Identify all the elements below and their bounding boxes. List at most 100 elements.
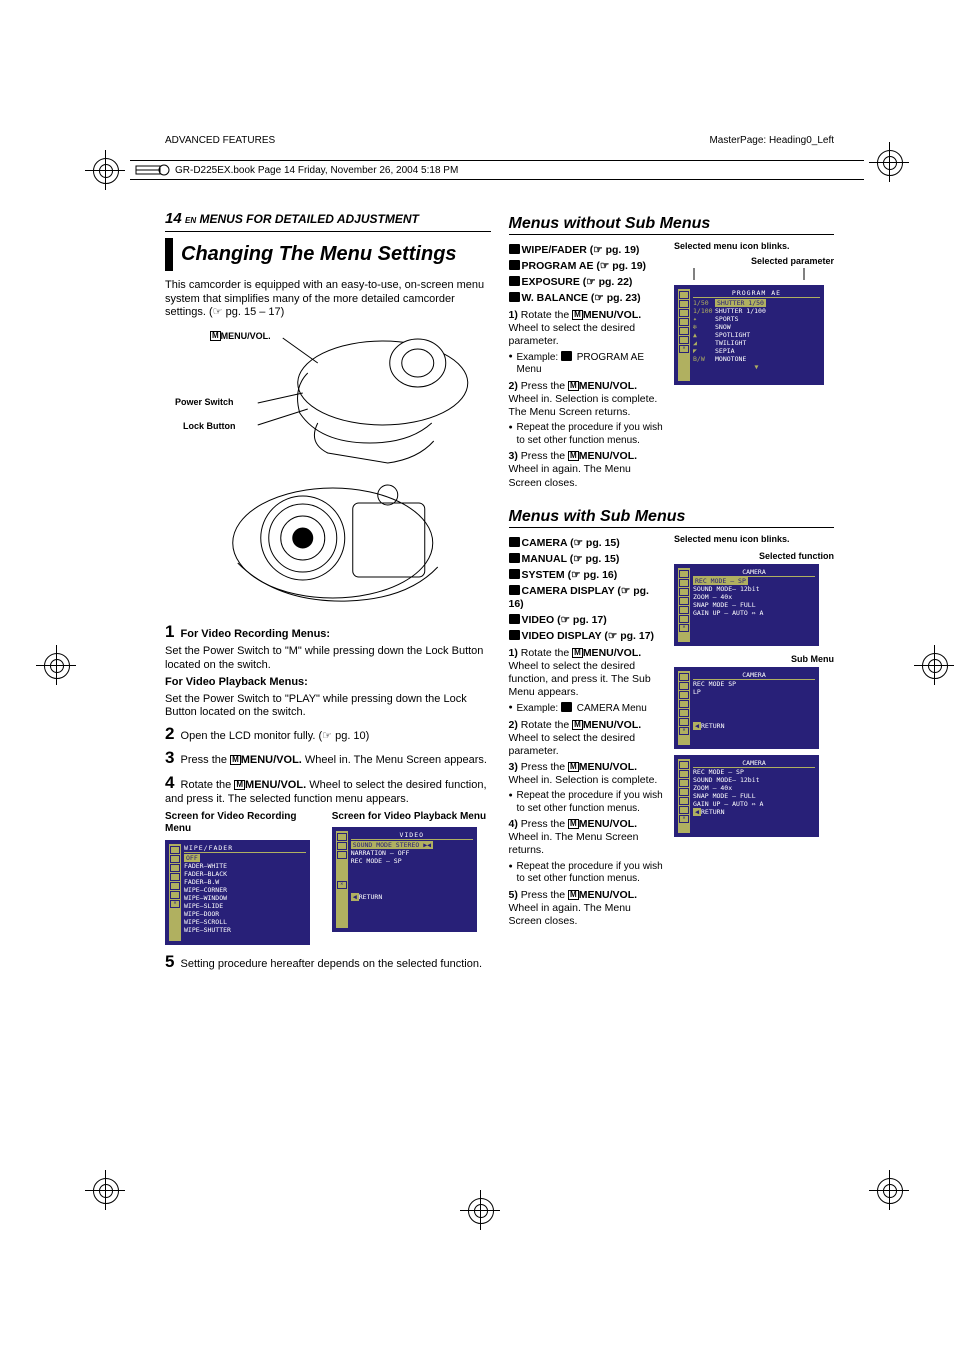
m-icon: M bbox=[568, 451, 579, 461]
step-5: 5 Setting procedure hereafter depends on… bbox=[165, 951, 491, 972]
reg-mark bbox=[869, 142, 909, 182]
m-icon: M bbox=[568, 381, 579, 391]
section-name: MENUS FOR DETAILED ADJUSTMENT bbox=[200, 212, 419, 226]
callout-lock-button: Lock Button bbox=[183, 421, 236, 432]
page-number: 14 bbox=[165, 210, 182, 227]
step1-body: Set the Power Switch to "M" while pressi… bbox=[165, 645, 491, 673]
label-selected-param: Selected parameter bbox=[674, 256, 834, 267]
label-sub-menu: Sub Menu bbox=[674, 654, 834, 665]
menu-icon bbox=[509, 244, 520, 254]
menu-icon bbox=[509, 276, 520, 286]
arrow-icon bbox=[674, 268, 824, 282]
m-icon: M bbox=[572, 720, 583, 730]
menu-icon bbox=[509, 614, 520, 624]
step-num: 1 bbox=[165, 622, 174, 641]
lcd-playback-menu: ✕ VIDEO SOUND MODE STEREO ▶◀ NARRATION –… bbox=[332, 827, 477, 932]
bullet: Example: PROGRAM AE Menu bbox=[509, 351, 665, 377]
reg-mark bbox=[460, 1190, 500, 1230]
menu-icon bbox=[561, 351, 572, 361]
menu-icon bbox=[509, 553, 520, 563]
page: ADVANCED FEATURES MasterPage: Heading0_L… bbox=[0, 0, 954, 1351]
with-lcd-panel: Selected menu icon blinks. Selected func… bbox=[674, 534, 834, 931]
menu-icon bbox=[509, 260, 520, 270]
bullet: Repeat the procedure if you wish to set … bbox=[509, 790, 665, 815]
without-text: WIPE/FADER (☞ pg. 19) PROGRAM AE (☞ pg. … bbox=[509, 241, 665, 493]
menu-icon bbox=[509, 585, 520, 595]
header-right: MasterPage: Heading0_Left bbox=[709, 135, 834, 146]
m-icon: M bbox=[568, 890, 579, 900]
menu-icon bbox=[509, 630, 520, 640]
with-text: CAMERA (☞ pg. 15) MANUAL (☞ pg. 15) SYST… bbox=[509, 534, 665, 931]
lcd-lines: PROGRAM AE 1/50SHUTTER 1/50 1/100SHUTTER… bbox=[693, 289, 820, 381]
lcd-recording-menu: ✕ WIPE/FADER OFF FADER–WHITE FADER–BLACK… bbox=[165, 840, 310, 945]
without-submenus-block: WIPE/FADER (☞ pg. 19) PROGRAM AE (☞ pg. … bbox=[509, 241, 835, 493]
lcd-lines: WIPE/FADER OFF FADER–WHITE FADER–BLACK F… bbox=[184, 844, 306, 941]
label-selected-function: Selected function bbox=[674, 551, 834, 562]
lcd-camera-3: ✕ CAMERA REC MODE – SP SOUND MODE– 12bit… bbox=[674, 755, 819, 837]
m-icon: M bbox=[210, 331, 221, 341]
lcd-sidebar: ✕ bbox=[678, 568, 690, 642]
reg-mark bbox=[85, 1170, 125, 1210]
lcd-sidebar: ✕ bbox=[678, 671, 690, 745]
step2-text: Open the LCD monitor fully. (☞ pg. 10) bbox=[181, 730, 370, 742]
reg-mark bbox=[869, 1170, 909, 1210]
lcd-sidebar: ✕ bbox=[678, 759, 690, 833]
m-icon: M bbox=[572, 310, 583, 320]
step-num: 3 bbox=[165, 748, 174, 767]
subheading-without: Menus without Sub Menus bbox=[509, 214, 835, 235]
step-1: 1 For Video Recording Menus: bbox=[165, 621, 491, 642]
content-area: 14 EN MENUS FOR DETAILED ADJUSTMENT Chan… bbox=[165, 210, 834, 975]
m-icon: M bbox=[568, 819, 579, 829]
lcd-camera-1: ✕ CAMERA REC MODE – SP SOUND MODE– 12bit… bbox=[674, 564, 819, 646]
without-lcd-panel: Selected menu icon blinks. Selected para… bbox=[674, 241, 834, 493]
menu-icon bbox=[561, 702, 572, 712]
label-selected-icon: Selected menu icon blinks. bbox=[674, 241, 834, 252]
callout-power-switch: Power Switch bbox=[175, 397, 234, 408]
with-submenus-block: CAMERA (☞ pg. 15) MANUAL (☞ pg. 15) SYST… bbox=[509, 534, 835, 931]
step1b-body: Set the Power Switch to "PLAY" while pre… bbox=[165, 693, 491, 721]
book-info-bar: GR-D225EX.book Page 14 Friday, November … bbox=[130, 160, 864, 180]
step-num: 2 bbox=[165, 724, 174, 743]
step-3: 3 Press the MMENU/VOL. Wheel in. The Men… bbox=[165, 747, 491, 768]
m-icon: M bbox=[234, 780, 245, 790]
lcd-rec-wrap: Screen for Video Recording Menu ✕ WIPE/F… bbox=[165, 811, 324, 945]
lcd-sidebar: ✕ bbox=[169, 844, 181, 941]
step-num: 4 bbox=[165, 773, 174, 792]
right-column: Menus without Sub Menus WIPE/FADER (☞ pg… bbox=[509, 210, 835, 975]
section-title: 14 EN MENUS FOR DETAILED ADJUSTMENT bbox=[165, 210, 491, 232]
step-4: 4 Rotate the MMENU/VOL. Wheel to select … bbox=[165, 772, 491, 807]
book-icon bbox=[134, 162, 170, 178]
step-num: 5 bbox=[165, 952, 174, 971]
m-icon: M bbox=[230, 755, 241, 765]
intro-text: This camcorder is equipped with an easy-… bbox=[165, 279, 491, 320]
menu-icon bbox=[509, 292, 520, 302]
subheading-with: Menus with Sub Menus bbox=[509, 507, 835, 528]
bullet: Repeat the procedure if you wish to set … bbox=[509, 861, 665, 886]
lcd-play-caption: Screen for Video Playback Menu bbox=[332, 811, 491, 824]
bullet: Repeat the procedure if you wish to set … bbox=[509, 422, 665, 447]
book-info-text: GR-D225EX.book Page 14 Friday, November … bbox=[175, 165, 458, 176]
lcd-program-ae: ✕ PROGRAM AE 1/50SHUTTER 1/50 1/100SHUTT… bbox=[674, 285, 824, 385]
reg-mark bbox=[36, 645, 76, 685]
menu-icon bbox=[509, 537, 520, 547]
page-lang: EN bbox=[185, 216, 196, 225]
step5-text: Setting procedure hereafter depends on t… bbox=[181, 958, 483, 970]
m-icon: M bbox=[572, 648, 583, 658]
reg-mark bbox=[914, 645, 954, 685]
lcd-sidebar: ✕ bbox=[336, 831, 348, 928]
reg-mark bbox=[85, 150, 125, 190]
lcd-rec-caption: Screen for Video Recording Menu bbox=[165, 811, 324, 836]
left-column: 14 EN MENUS FOR DETAILED ADJUSTMENT Chan… bbox=[165, 210, 491, 975]
camcorder-diagram: MMENU/VOL. Power Switch Lock Button bbox=[165, 323, 491, 618]
bullet: Example: CAMERA Menu bbox=[509, 702, 665, 716]
lcd-camera-2: ✕ CAMERA REC MODE SP LP ◀RETURN bbox=[674, 667, 819, 749]
main-heading: Changing The Menu Settings bbox=[165, 238, 491, 271]
label-selected-icon2: Selected menu icon blinks. bbox=[674, 534, 834, 545]
lcd-pair: Screen for Video Recording Menu ✕ WIPE/F… bbox=[165, 811, 491, 945]
camcorder-svg bbox=[165, 323, 491, 618]
callout-menu-vol: MMENU/VOL. bbox=[210, 331, 271, 342]
step1-title: For Video Recording Menus: bbox=[181, 628, 331, 640]
step1b-title: For Video Playback Menus: bbox=[165, 676, 491, 690]
m-icon: M bbox=[568, 762, 579, 772]
lcd-play-wrap: Screen for Video Playback Menu ✕ VIDEO S… bbox=[332, 811, 491, 945]
